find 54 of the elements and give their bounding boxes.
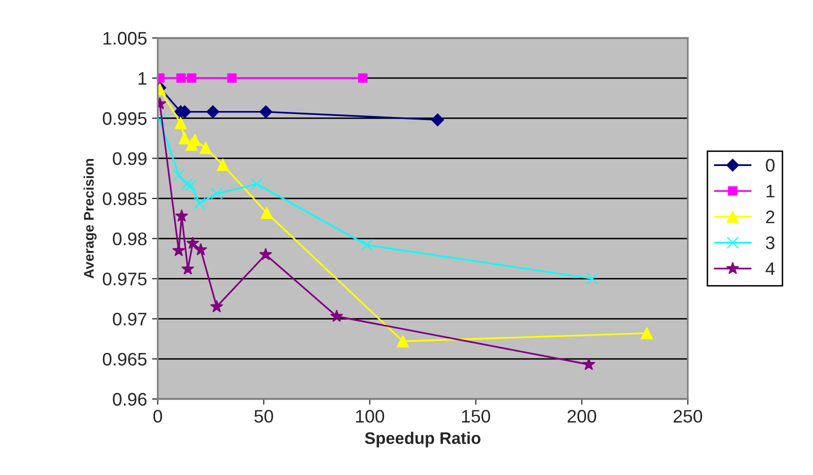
x-tick-label: 200 <box>568 410 596 423</box>
point <box>260 206 273 219</box>
y-tick-label: 0.975 <box>102 272 147 286</box>
y-tick-label: 0.995 <box>102 112 147 125</box>
x-tick-label: 0 <box>153 410 162 423</box>
y-axis-title: Average Precision <box>84 159 97 278</box>
point <box>210 188 223 200</box>
y-tick-label: 0.99 <box>112 152 146 166</box>
point <box>586 272 598 285</box>
point <box>206 105 220 118</box>
x-tick-label: 50 <box>254 410 274 423</box>
point <box>640 327 653 340</box>
point <box>358 73 368 83</box>
point <box>181 262 194 275</box>
x-axis-title: Speedup Ratio <box>364 432 480 448</box>
legend-label: 2 <box>766 210 774 224</box>
y-tick-label: 0.97 <box>112 312 146 326</box>
point <box>431 113 444 126</box>
point <box>172 244 186 256</box>
point <box>216 158 229 171</box>
point <box>396 335 409 348</box>
point <box>176 73 186 83</box>
y-tick-label: 0.98 <box>112 232 147 246</box>
point <box>186 236 200 249</box>
point <box>194 197 206 210</box>
point <box>178 132 191 144</box>
y-tick-label: 0.985 <box>102 192 147 206</box>
point <box>259 105 272 118</box>
legend-label: 4 <box>766 262 775 275</box>
point <box>184 180 197 192</box>
y-tick-label: 1 <box>138 72 146 85</box>
point <box>200 142 212 154</box>
point <box>172 169 185 182</box>
legend-label: 1 <box>766 184 774 198</box>
point <box>259 248 272 260</box>
x-tick-label: 100 <box>356 410 384 423</box>
legend-label: 3 <box>766 236 774 250</box>
point <box>186 73 196 83</box>
y-tick-label: 0.965 <box>102 352 147 366</box>
point <box>175 209 188 222</box>
point <box>582 358 596 370</box>
point <box>330 310 344 322</box>
y-tick-label: 1.005 <box>104 32 147 45</box>
x-tick-label: 150 <box>462 410 490 423</box>
legend-label: 0 <box>766 158 775 172</box>
y-tick-label: 0.96 <box>112 392 147 406</box>
point <box>227 73 237 83</box>
point <box>194 243 208 256</box>
point <box>174 116 187 130</box>
point <box>250 178 263 190</box>
point <box>360 238 373 252</box>
x-tick-label: 250 <box>674 410 702 423</box>
point <box>210 300 224 312</box>
point <box>180 178 193 190</box>
